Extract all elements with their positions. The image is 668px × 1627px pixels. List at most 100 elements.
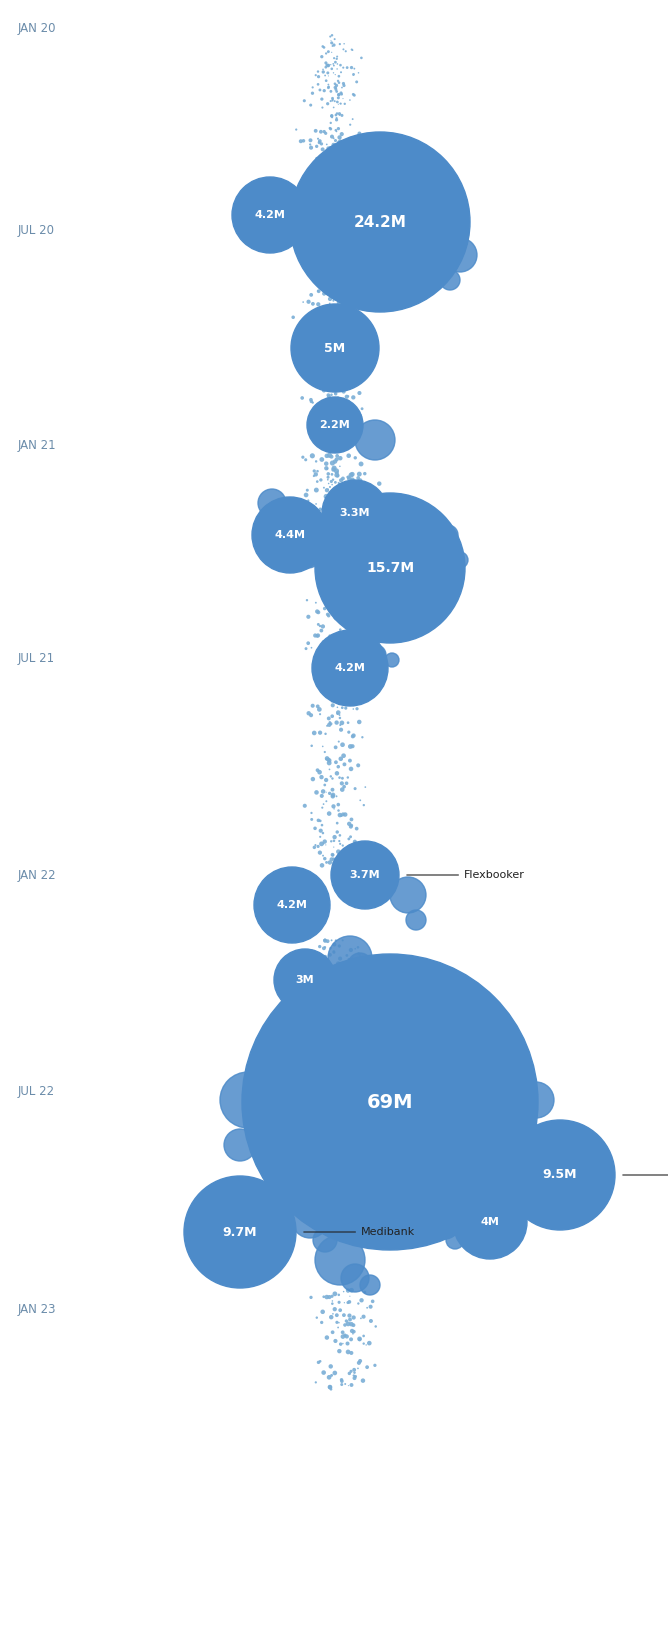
Point — [370, 1313, 381, 1339]
Point — [297, 386, 307, 412]
Circle shape — [341, 1264, 369, 1292]
Text: JAN 23: JAN 23 — [18, 1303, 57, 1316]
Point — [327, 1319, 338, 1346]
Point — [331, 75, 341, 101]
Point — [321, 1284, 332, 1310]
Point — [379, 1007, 390, 1033]
Point — [325, 623, 335, 649]
Point — [320, 944, 331, 970]
Point — [383, 1022, 393, 1048]
Point — [343, 835, 354, 861]
Point — [334, 848, 345, 874]
Point — [310, 623, 321, 649]
Point — [329, 143, 340, 169]
Point — [313, 278, 323, 304]
Point — [321, 1017, 332, 1043]
Point — [387, 1004, 397, 1030]
Point — [317, 820, 328, 846]
Point — [337, 765, 348, 791]
Point — [343, 389, 354, 415]
Point — [325, 111, 336, 137]
Point — [338, 285, 349, 311]
Circle shape — [452, 552, 468, 568]
Point — [343, 827, 354, 853]
Point — [324, 800, 335, 827]
Point — [355, 944, 366, 970]
Point — [321, 779, 331, 805]
Circle shape — [385, 652, 399, 667]
Point — [321, 787, 332, 814]
Point — [346, 286, 357, 312]
Point — [318, 831, 329, 857]
Point — [323, 73, 334, 99]
Point — [393, 1001, 404, 1027]
Point — [303, 700, 314, 726]
Point — [309, 952, 320, 978]
Point — [333, 129, 344, 155]
Point — [327, 23, 337, 49]
Circle shape — [518, 1082, 554, 1118]
Point — [335, 704, 345, 731]
Point — [340, 1372, 351, 1398]
Point — [346, 812, 357, 838]
Point — [311, 117, 321, 143]
Point — [331, 457, 342, 483]
Point — [331, 460, 341, 486]
Point — [357, 997, 368, 1023]
Point — [315, 1349, 325, 1375]
Point — [365, 1293, 376, 1319]
Point — [329, 33, 339, 59]
Point — [349, 1362, 359, 1388]
Point — [330, 734, 341, 760]
Point — [319, 846, 330, 872]
Point — [333, 306, 344, 332]
Point — [306, 703, 317, 729]
Point — [303, 288, 314, 314]
Text: 5M: 5M — [325, 342, 345, 355]
Point — [345, 734, 355, 760]
Point — [380, 1035, 391, 1061]
Point — [349, 1365, 360, 1391]
Point — [315, 809, 325, 835]
Circle shape — [438, 526, 458, 545]
Point — [335, 31, 345, 57]
Point — [362, 1295, 373, 1321]
Point — [337, 597, 347, 623]
Point — [324, 443, 335, 469]
Point — [306, 135, 317, 161]
Point — [333, 116, 344, 142]
Point — [362, 1354, 373, 1380]
Point — [338, 379, 349, 405]
Point — [335, 387, 345, 413]
Point — [337, 86, 348, 112]
Point — [399, 1022, 410, 1048]
Point — [345, 1306, 355, 1333]
Point — [346, 1326, 357, 1352]
Point — [345, 86, 355, 112]
Point — [329, 283, 339, 309]
Point — [337, 1324, 348, 1350]
Point — [338, 386, 349, 412]
Point — [336, 80, 347, 106]
Point — [357, 1368, 368, 1394]
Circle shape — [395, 960, 425, 989]
Point — [319, 119, 329, 145]
Point — [349, 1360, 360, 1386]
Point — [335, 617, 345, 643]
Text: Flexbooker: Flexbooker — [407, 870, 525, 880]
Circle shape — [274, 949, 336, 1010]
Point — [317, 446, 327, 472]
Point — [337, 630, 348, 656]
Point — [408, 1010, 419, 1036]
Point — [326, 927, 337, 953]
Point — [321, 293, 331, 319]
Point — [327, 1290, 338, 1316]
Point — [374, 470, 385, 496]
Point — [332, 695, 343, 721]
Point — [319, 828, 330, 854]
Point — [342, 55, 353, 81]
Point — [347, 1318, 357, 1344]
Point — [348, 722, 359, 748]
Point — [324, 750, 335, 776]
Point — [313, 1349, 324, 1375]
